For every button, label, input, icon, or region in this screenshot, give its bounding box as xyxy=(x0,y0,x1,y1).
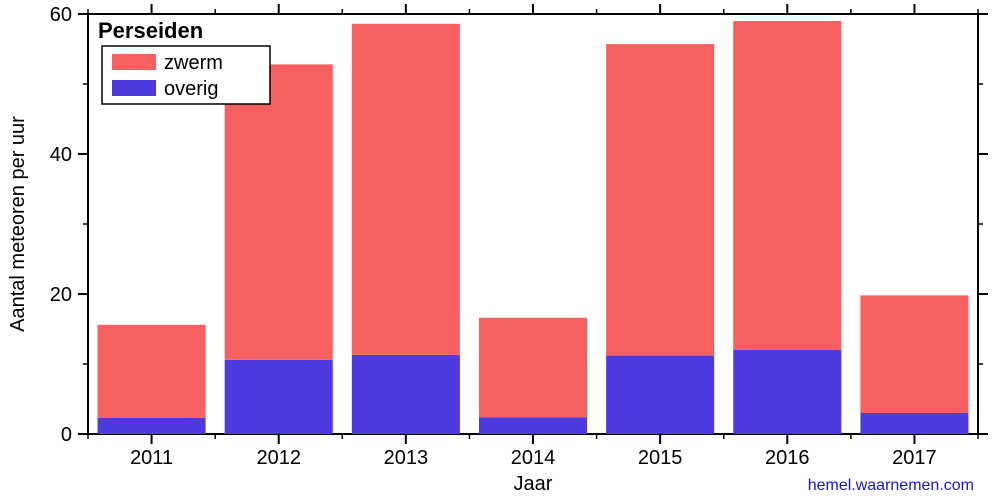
x-axis-label: Jaar xyxy=(514,473,553,495)
bar-zwerm xyxy=(98,325,206,418)
xtick-label: 2012 xyxy=(256,447,301,469)
ytick-label: 0 xyxy=(61,424,72,446)
bar-zwerm xyxy=(352,24,460,355)
legend-label: zwerm xyxy=(164,52,223,74)
y-axis-label: Aantal meteoren per uur xyxy=(7,116,29,332)
xtick-label: 2017 xyxy=(892,447,937,469)
bar-overig xyxy=(606,356,714,434)
xtick-label: 2016 xyxy=(765,447,810,469)
ytick-label: 40 xyxy=(50,144,72,166)
bar-zwerm xyxy=(860,295,968,413)
chart-title: Perseiden xyxy=(98,18,203,43)
legend-swatch xyxy=(112,54,156,70)
bar-zwerm xyxy=(733,21,841,350)
meteor-chart: 0 20 40 60 2011 2012 2013 2014 2015 2016 2017 Aanta… xyxy=(0,0,1000,500)
bar-overig xyxy=(733,350,841,434)
bar-zwerm xyxy=(225,64,333,359)
bar-zwerm xyxy=(606,44,714,356)
legend-label: overig xyxy=(164,78,218,100)
bar-overig xyxy=(352,355,460,434)
ytick-label: 20 xyxy=(50,284,72,306)
bar-overig xyxy=(479,417,587,434)
bar-overig xyxy=(98,418,206,434)
bar-overig xyxy=(225,360,333,434)
xtick-label: 2014 xyxy=(511,447,556,469)
xtick-label: 2011 xyxy=(130,447,173,469)
xtick-label: 2015 xyxy=(638,447,683,469)
credit-link[interactable]: hemel.waarnemen.com xyxy=(808,477,974,494)
chart-svg: 0 20 40 60 2011 2012 2013 2014 2015 2016 2017 Aanta… xyxy=(0,0,1000,500)
legend-swatch xyxy=(112,80,156,96)
xtick-label: 2013 xyxy=(384,447,429,469)
bar-overig xyxy=(860,413,968,434)
ytick-label: 60 xyxy=(50,4,72,26)
bar-zwerm xyxy=(479,318,587,417)
